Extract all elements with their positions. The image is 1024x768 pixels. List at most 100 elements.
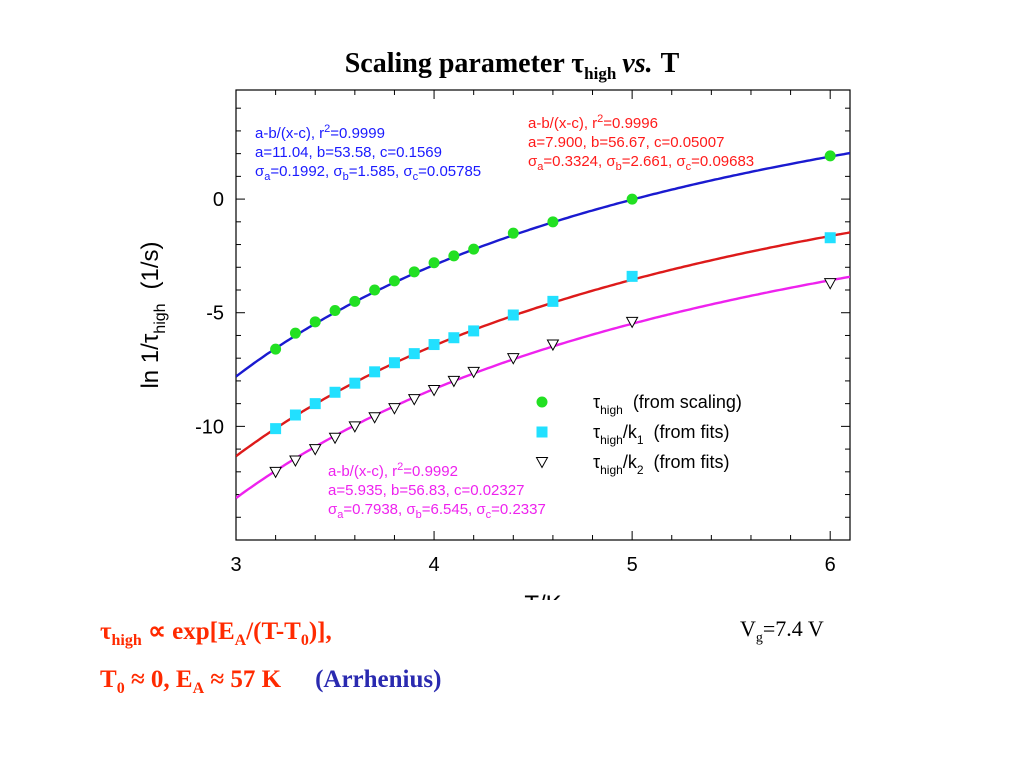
- formula-prop: ∝ exp[E: [141, 618, 235, 645]
- data-point-s2: [329, 386, 341, 398]
- sigma-sub: a: [264, 171, 271, 183]
- data-point-s1: [468, 243, 480, 255]
- data-point-s2: [824, 232, 836, 244]
- data-point-s2: [626, 270, 638, 282]
- data-point-s2: [309, 398, 321, 410]
- legend-marker-3: [535, 457, 549, 469]
- y-label-units: (1/s): [137, 241, 164, 289]
- formula-end: )],: [308, 618, 332, 645]
- data-point-s3: [308, 444, 322, 456]
- sigma-sub: a: [337, 509, 344, 521]
- fit-annotation-3-line-2: a=5.935, b=56.83, c=0.02327: [328, 482, 524, 499]
- formula-tau-sub: high: [111, 632, 142, 649]
- fit-tail: =0.9992: [403, 463, 458, 480]
- fit-tail: =0.9996: [603, 115, 658, 132]
- formula-line-1: τhigh ∝ exp[EA/(T-T0)],: [100, 616, 332, 650]
- sigma-value: =0.1992,: [270, 163, 333, 180]
- fit-curve-1: [236, 151, 850, 378]
- legend-sub: high: [600, 403, 623, 417]
- sigma-sub: c: [413, 171, 419, 183]
- formula-tau: τ: [100, 618, 112, 645]
- legend-extra-sub: 2: [637, 463, 644, 477]
- data-point-s1: [626, 193, 638, 205]
- sigma-value: =1.585,: [349, 163, 404, 180]
- sigma-sub: b: [616, 161, 622, 173]
- sigma-symbol: σ: [476, 501, 486, 518]
- data-point-s3: [328, 432, 342, 445]
- sigma-symbol: σ: [676, 153, 686, 170]
- title-vs: vs.: [622, 48, 652, 79]
- sigma-sub: b: [416, 509, 422, 521]
- data-point-s3: [625, 316, 639, 329]
- data-point-s2: [468, 325, 480, 337]
- formula2-t-sub: 0: [116, 680, 125, 697]
- gate-voltage-label: Vg=7.4 V: [740, 616, 824, 646]
- data-point-s3: [289, 455, 302, 467]
- title-prefix: Scaling parameter: [345, 48, 572, 79]
- formula2-t: T: [100, 666, 117, 693]
- formula2-rest: ≈ 0, E: [124, 666, 193, 693]
- formula-line-2: T0 ≈ 0, EA ≈ 57 K (Arrhenius): [100, 666, 441, 698]
- fit-text: a-b/(x-c), r: [328, 463, 397, 480]
- chart: Scaling parameter τhighvs.T34560-5-10T/K…: [137, 48, 851, 600]
- fit-annotation-2-line-2: a=7.900, b=56.67, c=0.05007: [528, 134, 724, 151]
- sigma-symbol: σ: [255, 163, 265, 180]
- data-point-s2: [507, 309, 519, 321]
- data-point-s1: [448, 250, 460, 262]
- data-point-s2: [448, 332, 460, 344]
- sigma-value: =0.05785: [418, 163, 481, 180]
- formula-ea-sub: A: [234, 632, 247, 649]
- x-tick-label: 3: [230, 554, 241, 576]
- y-label-tau: τ: [137, 333, 164, 343]
- data-point-s3: [467, 366, 481, 379]
- formula-mid: /(T-T: [246, 618, 301, 645]
- legend-marker-1: [536, 396, 548, 408]
- data-point-s1: [507, 227, 519, 239]
- legend-tau: τ: [593, 392, 600, 412]
- y-axis-label: ln 1/τhigh (1/s): [137, 241, 169, 388]
- y-label-sub: high: [152, 303, 169, 333]
- arrhenius-label: (Arrhenius): [315, 666, 442, 693]
- legend-tau: τ: [593, 422, 600, 442]
- data-point-s1: [309, 316, 321, 328]
- data-point-s1: [824, 150, 836, 162]
- legend-sub: high: [600, 463, 623, 477]
- fit-sup: 2: [324, 123, 330, 135]
- legend-extra: /k: [623, 452, 638, 472]
- data-point-s2: [428, 339, 440, 351]
- data-point-s3: [546, 339, 560, 352]
- y-tick-label: -5: [206, 303, 224, 325]
- data-point-s2: [369, 366, 381, 378]
- fit-annotation-3-line-1: a-b/(x-c), r2=0.9992: [328, 461, 458, 480]
- sigma-value: =0.3324,: [543, 153, 606, 170]
- fit-annotation-1-line-3: σa=0.1992, σb=1.585, σc=0.05785: [255, 163, 481, 183]
- data-point-s1: [369, 284, 381, 296]
- sigma-symbol: σ: [406, 501, 416, 518]
- sigma-sub: c: [486, 509, 492, 521]
- title-suffix: T: [661, 48, 680, 79]
- fit-text: a=11.04, b=53.58, c=0.1569: [255, 144, 442, 161]
- legend-extra: /k: [623, 422, 638, 442]
- data-point-s2: [289, 409, 301, 421]
- plot-frame: [235, 89, 851, 541]
- sigma-symbol: σ: [528, 153, 538, 170]
- sigma-value: =2.661,: [622, 153, 677, 170]
- vg-value: =7.4 V: [762, 616, 824, 641]
- sigma-value: =0.7938,: [343, 501, 406, 518]
- data-point-s2: [270, 423, 282, 435]
- chart-title: Scaling parameter τhigh vs. T: [345, 48, 680, 83]
- sigma-sub: c: [686, 161, 692, 173]
- y-tick-label: 0: [213, 189, 224, 211]
- fit-text: a=7.900, b=56.67, c=0.05007: [528, 134, 724, 151]
- y-label-prefix: ln 1/: [137, 343, 164, 389]
- formula2-e-sub: A: [192, 680, 205, 697]
- fit-sup: 2: [597, 113, 603, 125]
- fit-sup: 2: [397, 461, 403, 473]
- data-point-s2: [408, 348, 420, 360]
- legend-label-1: τhigh (from scaling): [593, 392, 742, 417]
- data-point-s1: [388, 275, 400, 287]
- data-point-s1: [270, 343, 282, 355]
- data-point-s1: [408, 266, 420, 278]
- fit-text: a-b/(x-c), r: [528, 115, 597, 132]
